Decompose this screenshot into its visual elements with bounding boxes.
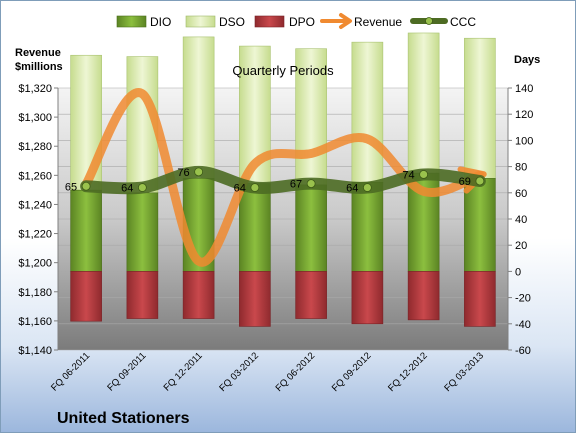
ccc-marker: [194, 167, 204, 177]
x-axis-ticks: FQ 06-2011 FQ 09-2011 FQ 12-2011 FQ 03-2012…: [49, 350, 486, 394]
left-tick-label: $1,200: [18, 258, 52, 270]
legend-swatch-ccc-marker: [425, 17, 433, 25]
right-tick-label: 60: [515, 188, 527, 200]
right-tick-label: -40: [515, 319, 531, 331]
bar-dpo: [407, 271, 440, 321]
bar-dpo: [351, 271, 384, 325]
bars: [70, 32, 496, 327]
right-axis-label: Days: [514, 54, 540, 66]
ccc-data-label: 64: [234, 183, 246, 195]
ccc-series: 65 64 76 64 67 64 74 69: [65, 165, 486, 195]
left-tick-label: $1,300: [18, 112, 52, 124]
ccc-marker: [81, 181, 91, 191]
legend-swatch-dio: [116, 15, 147, 28]
ccc-data-label: 67: [290, 179, 302, 191]
left-axis-ticks: $1,140 $1,160 $1,180 $1,200 $1,220 $1,240 $1,2…: [18, 83, 58, 357]
company-name: United Stationers: [57, 410, 190, 427]
x-tick-label: FQ 12-2012: [386, 350, 430, 394]
x-tick-label: FQ 03-2013: [442, 350, 486, 394]
bar-dio: [239, 183, 271, 272]
right-tick-label: 80: [515, 162, 527, 174]
right-tick-label: -60: [515, 345, 531, 357]
left-axis-label-line1: Revenue: [15, 47, 61, 59]
ccc-marker: [250, 183, 260, 192]
bar-dpo: [464, 271, 496, 327]
bar-dso: [182, 36, 215, 179]
right-tick-label: 140: [515, 83, 533, 95]
ccc-marker: [362, 183, 372, 192]
left-tick-label: $1,260: [18, 170, 52, 182]
legend: DIO DSO DPO Revenue CCC: [116, 13, 476, 29]
bar-dio: [126, 192, 159, 272]
left-tick-label: $1,280: [18, 141, 52, 153]
legend-swatch-dso: [185, 15, 216, 28]
right-tick-label: 100: [515, 135, 533, 147]
bar-dso: [464, 37, 496, 179]
right-tick-label: -20: [515, 293, 531, 305]
legend-label-dio: DIO: [150, 15, 171, 29]
left-tick-label: $1,160: [18, 316, 52, 328]
legend-label-dso: DSO: [219, 15, 245, 29]
bar-dpo: [126, 271, 159, 319]
left-tick-label: $1,140: [18, 345, 52, 357]
ccc-line: [80, 165, 486, 195]
bar-dio: [70, 189, 102, 272]
right-tick-label: 0: [515, 266, 521, 278]
x-tick-label: FQ 09-2011: [105, 350, 148, 393]
right-tick-label: 120: [515, 109, 533, 121]
ccc-data-label: 76: [177, 167, 189, 179]
x-tick-label: FQ 12-2011: [162, 350, 205, 393]
right-tick-label: 40: [515, 214, 527, 226]
legend-label-dpo: DPO: [289, 15, 315, 29]
left-tick-label: $1,320: [18, 83, 52, 95]
legend-label-ccc: CCC: [450, 15, 476, 29]
bar-dio: [464, 178, 496, 272]
ccc-data-label: 69: [459, 176, 471, 188]
x-tick-label: FQ 06-2011: [49, 350, 92, 393]
ccc-marker: [419, 170, 429, 179]
bar-dio: [351, 182, 384, 272]
ccc-data-label: 65: [65, 181, 77, 193]
ccc-marker: [475, 176, 485, 186]
ccc-data-label: 74: [402, 169, 414, 181]
bar-dpo: [239, 271, 271, 327]
x-tick-label: FQ 09-2012: [330, 350, 374, 394]
left-tick-label: $1,180: [18, 287, 52, 299]
legend-swatch-dpo: [254, 15, 285, 28]
x-tick-label: FQ 06-2012: [274, 350, 318, 394]
right-axis-ticks: -60 -40 -20 0 20 40 60 80 100 120 140: [508, 83, 533, 357]
bar-dpo: [70, 271, 102, 322]
bar-dpo: [182, 271, 215, 319]
legend-swatch-revenue: [320, 13, 352, 29]
chart-title: Quarterly Periods: [232, 63, 334, 78]
bar-dpo: [295, 271, 327, 319]
ccc-marker: [306, 179, 316, 189]
bar-dio: [295, 184, 327, 272]
bar-dso: [351, 41, 384, 183]
x-tick-label: FQ 03-2012: [217, 350, 261, 394]
ccc-data-label: 64: [346, 183, 358, 195]
legend-label-revenue: Revenue: [354, 15, 402, 29]
left-tick-label: $1,240: [18, 199, 52, 211]
ccc-marker: [137, 183, 147, 192]
right-tick-label: 20: [515, 240, 527, 252]
bar-dso: [407, 32, 440, 174]
ccc-data-label: 64: [121, 183, 133, 195]
left-tick-label: $1,220: [18, 229, 52, 241]
left-axis-label-line2: $millions: [15, 61, 63, 73]
